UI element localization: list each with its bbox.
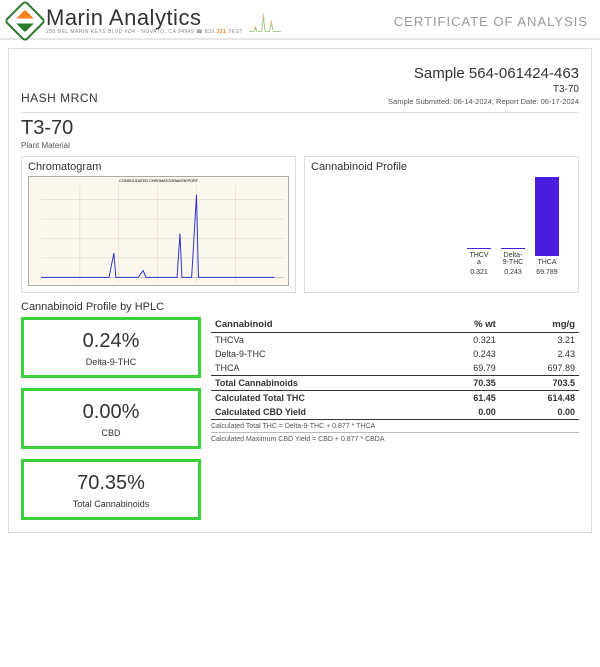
bar xyxy=(535,177,559,256)
bar-column: Delta-9-THC 0.243 xyxy=(498,248,528,276)
chromatogram-panel: Chromatogram CONSOLIDATED CHROMATOGRAM R… xyxy=(21,156,296,293)
table-cell: 697.89 xyxy=(500,361,579,376)
table-cell: 61.45 xyxy=(432,391,500,406)
brand-name: Marin Analytics xyxy=(46,7,243,29)
chromatogram-title: Chromatogram xyxy=(28,161,289,173)
brand: Marin Analytics 250 BEL MARIN KEYS BLVD … xyxy=(10,6,281,36)
chromatogram-chart: CONSOLIDATED CHROMATOGRAM REPORT xyxy=(28,176,289,286)
footnote: Calculated Maximum CBD Yield = CBD + 0.8… xyxy=(211,436,579,445)
hplc-title: Cannabinoid Profile by HPLC xyxy=(21,301,579,313)
sample-header: HASH MRCN Sample 564-061424-463 T3-70 Sa… xyxy=(21,59,579,106)
table-cell: 614.48 xyxy=(500,391,579,406)
table-cell: 69.79 xyxy=(432,361,500,376)
table-cell: 2.43 xyxy=(500,347,579,361)
bar-value: 0.321 xyxy=(470,269,488,276)
table-cell: 70.35 xyxy=(432,376,500,391)
page-header: Marin Analytics 250 BEL MARIN KEYS BLVD … xyxy=(0,0,600,40)
chromatogram-svg xyxy=(41,185,284,282)
table-cell: Calculated CBD Yield xyxy=(211,405,432,420)
mini-chromatogram-icon xyxy=(249,8,281,34)
table-cell: THCA xyxy=(211,361,432,376)
client-name: HASH MRCN xyxy=(21,91,98,105)
divider xyxy=(21,112,579,113)
table-header-cell: mg/g xyxy=(500,317,579,333)
table-header-cell: Cannabinoid xyxy=(211,317,432,333)
stat-box: 0.24% Delta-9-THC xyxy=(21,317,201,378)
bar-label: THCA xyxy=(537,259,556,267)
profile-title: Cannabinoid Profile xyxy=(311,161,572,173)
bar-value: 0.243 xyxy=(504,269,522,276)
sample-id: Sample 564-061424-463 xyxy=(388,65,579,82)
table-row: Delta-9-THC0.2432.43 xyxy=(211,347,579,361)
stat-label: CBD xyxy=(30,428,192,438)
bar-label: THCVa xyxy=(469,252,488,267)
table-cell: Delta-9-THC xyxy=(211,347,432,361)
profile-barchart: THCVa 0.321 Delta-9-THC 0.243 THCA 69.789 xyxy=(311,176,572,276)
bar xyxy=(467,248,491,249)
table-row: THCA69.79697.89 xyxy=(211,361,579,376)
profile-panel: Cannabinoid Profile THCVa 0.321 Delta-9-TH… xyxy=(304,156,579,293)
report-page: HASH MRCN Sample 564-061424-463 T3-70 Sa… xyxy=(8,48,592,533)
table-cell: 3.21 xyxy=(500,333,579,348)
table-cell: Total Cannabinoids xyxy=(211,376,432,391)
bar-column: THCA 69.789 xyxy=(532,177,562,276)
chromatogram-grid xyxy=(41,185,284,282)
table-cell: 0.00 xyxy=(432,405,500,420)
sample-dates: Sample Submitted: 06-14-2024; Report Dat… xyxy=(388,97,579,106)
stat-label: Total Cannabinoids xyxy=(30,499,192,509)
product-name: T3-70 xyxy=(21,117,579,140)
cannabinoid-table: Cannabinoid% wtmg/g THCVa0.3213.21Delta-… xyxy=(211,317,579,420)
chromatogram-inner-title: CONSOLIDATED CHROMATOGRAM REPORT xyxy=(29,177,288,183)
table-cell: THCVa xyxy=(211,333,432,348)
brand-logo-icon xyxy=(4,0,46,42)
table-cell: 0.00 xyxy=(500,405,579,420)
stat-column: 0.24% Delta-9-THC 0.00% CBD 70.35% Total Cann… xyxy=(21,317,201,520)
footnote: Calculated Total THC = Delta-9-THC + 0.8… xyxy=(211,423,579,433)
table-row: Total Cannabinoids70.35703.5 xyxy=(211,376,579,391)
brand-subline: 250 BEL MARIN KEYS BLVD #D4 · NOVATO, CA… xyxy=(46,30,243,35)
table-row: Calculated CBD Yield0.000.00 xyxy=(211,405,579,420)
table-footnotes: Calculated Total THC = Delta-9-THC + 0.8… xyxy=(211,423,579,445)
certificate-title: CERTIFICATE OF ANALYSIS xyxy=(394,14,588,29)
product-type: Plant Material xyxy=(21,141,579,150)
bar-label: Delta-9-THC xyxy=(503,252,524,267)
table-row: Calculated Total THC61.45614.48 xyxy=(211,391,579,406)
table-cell: Calculated Total THC xyxy=(211,391,432,406)
bar-value: 69.789 xyxy=(536,269,557,276)
stat-box: 0.00% CBD xyxy=(21,388,201,449)
bar xyxy=(501,248,525,249)
table-cell: 0.321 xyxy=(432,333,500,348)
table-cell: 0.243 xyxy=(432,347,500,361)
table-header-cell: % wt xyxy=(432,317,500,333)
sample-product: T3-70 xyxy=(388,84,579,95)
cannabinoid-table-wrap: Cannabinoid% wtmg/g THCVa0.3213.21Delta-… xyxy=(211,317,579,520)
stat-value: 70.35% xyxy=(30,472,192,495)
bar-column: THCVa 0.321 xyxy=(464,248,494,276)
stat-box: 70.35% Total Cannabinoids xyxy=(21,459,201,520)
stat-label: Delta-9-THC xyxy=(30,357,192,367)
stat-value: 0.00% xyxy=(30,401,192,424)
table-cell: 703.5 xyxy=(500,376,579,391)
table-row: THCVa0.3213.21 xyxy=(211,333,579,348)
stat-value: 0.24% xyxy=(30,330,192,353)
